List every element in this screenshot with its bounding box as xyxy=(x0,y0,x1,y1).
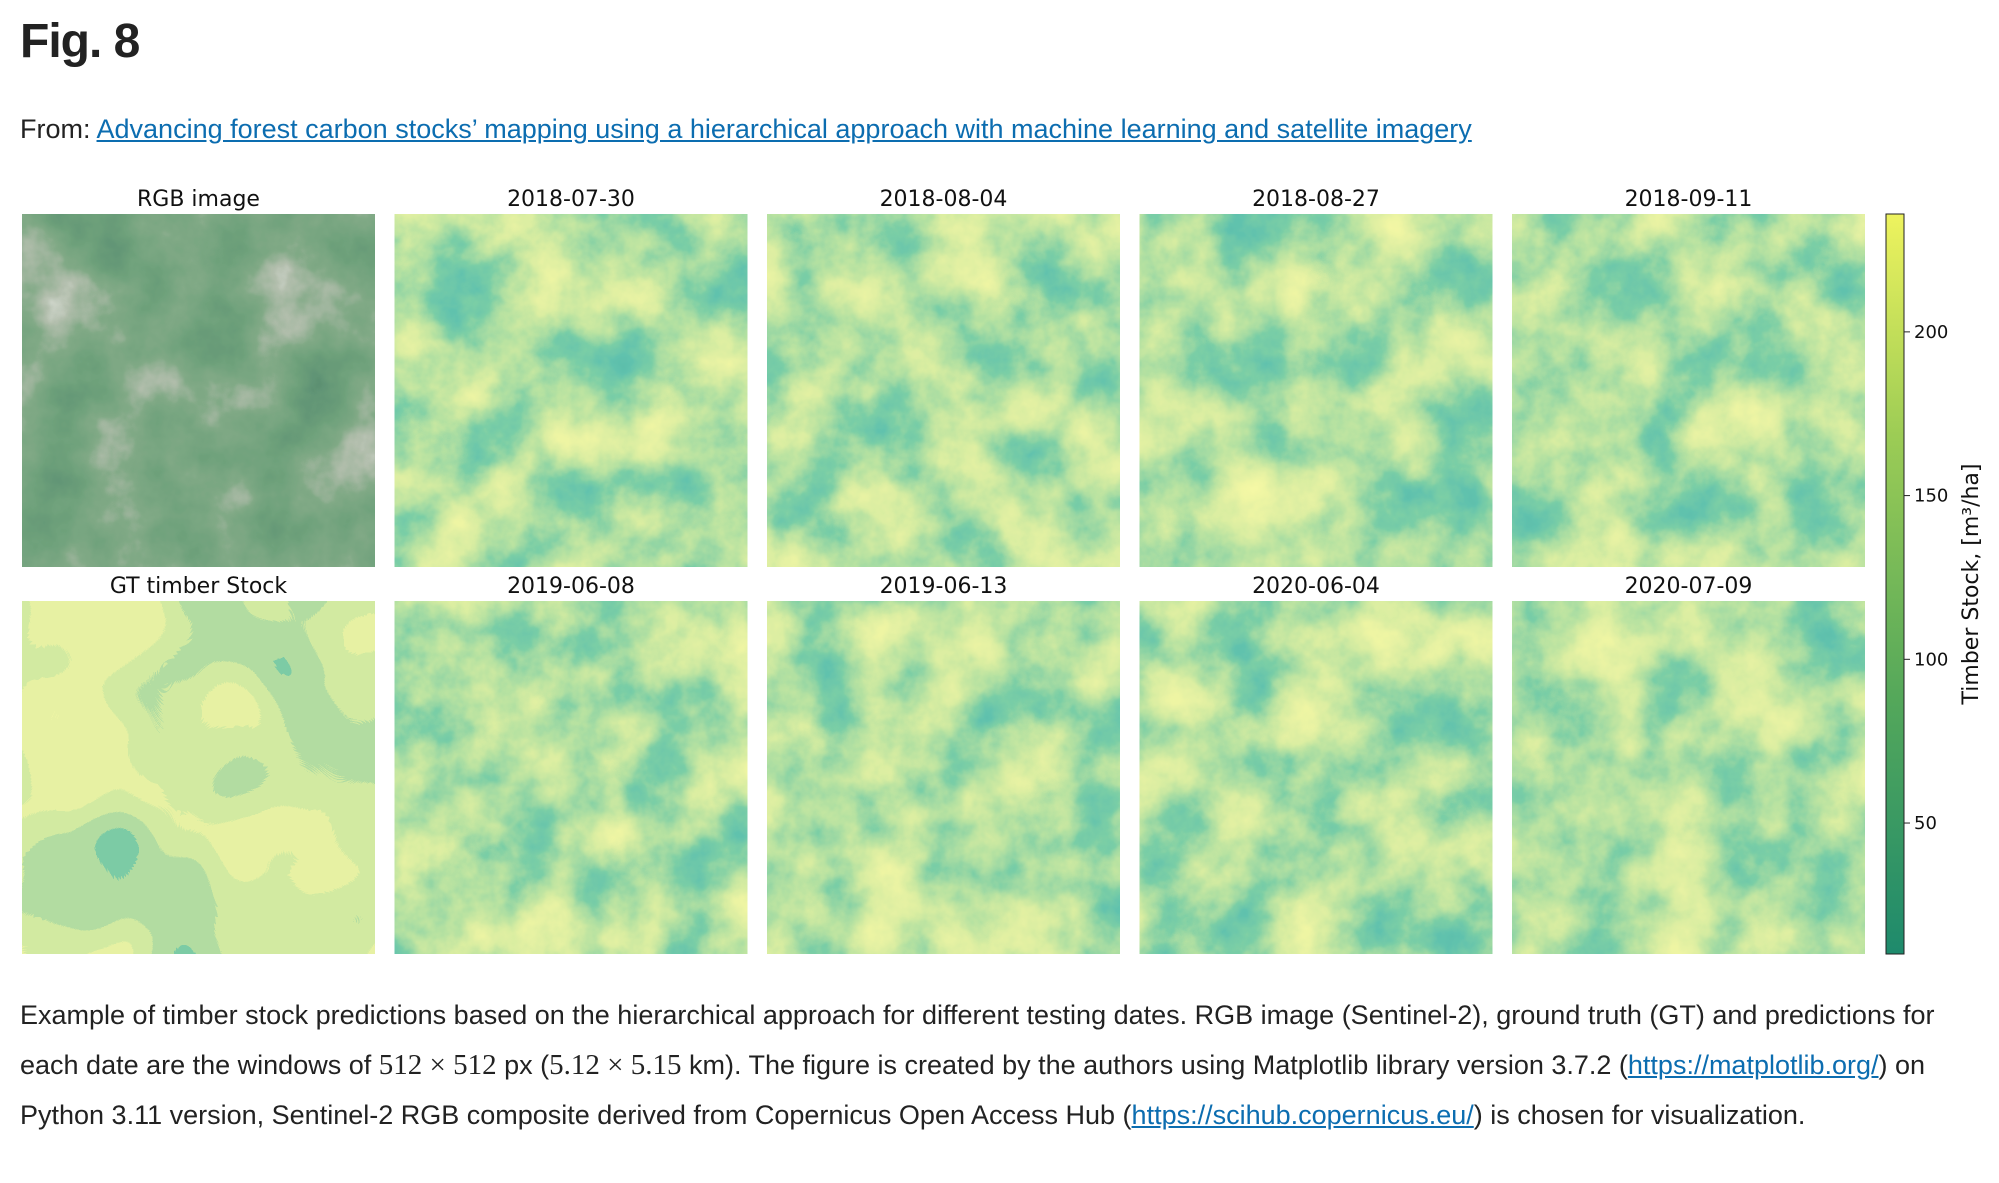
colorbar-tick-label: 200 xyxy=(1914,322,1948,343)
panel-title: 2018-07-30 xyxy=(507,187,635,212)
caption-text: ) on Python 3.11 version, Sentinel-2 RGB… xyxy=(20,1050,1926,1130)
panel-title: 2020-07-09 xyxy=(1625,574,1753,599)
figure-heading: Fig. 8 xyxy=(20,15,140,68)
figure: RGB image 2018-07-30 2018-08-04 2018-08-27 2… xyxy=(22,187,1984,955)
caption-text: Example of timber stock predictions base… xyxy=(20,1000,1935,1080)
colorbar-tick-label: 100 xyxy=(1914,649,1948,670)
map-panel xyxy=(1512,601,1865,954)
map-panel xyxy=(767,601,1120,954)
panel-title: GT timber Stock xyxy=(110,574,288,599)
caption-text: ) is chosen for visualization. xyxy=(1473,1100,1806,1130)
map-panel xyxy=(394,214,748,567)
caption-link[interactable]: https://scihub.copernicus.eu/ xyxy=(1131,1100,1474,1130)
caption-math: 512 × 512 xyxy=(378,1049,497,1081)
caption: Example of timber stock predictions base… xyxy=(20,990,1980,1140)
source-link[interactable]: Advancing forest carbon stocks’ mapping … xyxy=(96,114,1472,144)
panel-title: 2019-06-13 xyxy=(880,574,1008,599)
caption-math: 5.12 × 5.15 xyxy=(549,1049,682,1081)
source-line: From: Advancing forest carbon stocks’ ma… xyxy=(20,114,1472,145)
panel-title: 2019-06-08 xyxy=(507,574,635,599)
map-panel xyxy=(1139,601,1493,954)
panel-title: 2018-08-04 xyxy=(880,187,1008,212)
panel-title: 2018-09-11 xyxy=(1625,187,1753,212)
map-panel xyxy=(22,601,375,954)
map-panel xyxy=(22,214,375,567)
map-panel xyxy=(1512,214,1865,567)
source-prefix: From: xyxy=(20,114,91,144)
map-panel xyxy=(767,214,1120,567)
caption-text: km). The figure is created by the author… xyxy=(681,1050,1628,1080)
colorbar xyxy=(1885,213,1905,955)
caption-text: px ( xyxy=(496,1050,550,1080)
colorbar-tick-label: 150 xyxy=(1914,486,1948,507)
panel-title: 2020-06-04 xyxy=(1252,574,1380,599)
colorbar-tick-label: 50 xyxy=(1914,813,1937,834)
panel-title: RGB image xyxy=(137,187,260,212)
colorbar-label: Timber Stock, [m³/ha] xyxy=(1959,464,1984,706)
map-panel xyxy=(1139,214,1493,567)
caption-link[interactable]: https://matplotlib.org/ xyxy=(1627,1050,1879,1080)
panel-title: 2018-08-27 xyxy=(1252,187,1380,212)
map-panel xyxy=(394,601,748,954)
